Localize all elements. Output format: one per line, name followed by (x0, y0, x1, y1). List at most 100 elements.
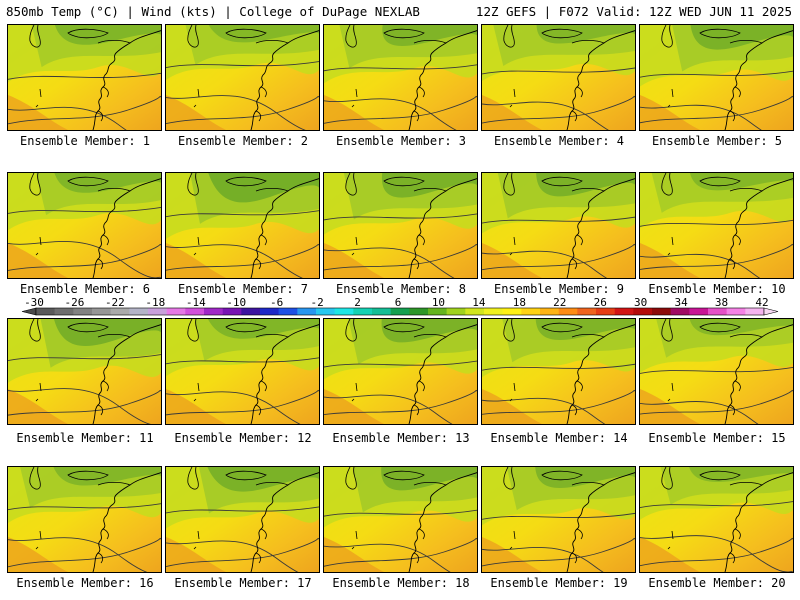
temperature-map (640, 173, 793, 278)
temperature-map (166, 467, 319, 572)
ensemble-member-label: Ensemble Member: 4 (493, 134, 625, 148)
colorbar-tick-label: -10 (226, 298, 246, 309)
ensemble-panel-map (323, 318, 478, 425)
ensemble-panel-map (165, 24, 320, 131)
ensemble-member-label: Ensemble Member: 8 (335, 282, 467, 296)
ensemble-panel-map (323, 466, 478, 573)
colorbar-tick-label: 18 (513, 298, 526, 309)
colorbar-swatch (745, 308, 765, 315)
colorbar-tick-label: -22 (105, 298, 125, 309)
colorbar-tick-label: 6 (395, 298, 402, 309)
temperature-map (166, 25, 319, 130)
colorbar-swatch (502, 308, 522, 315)
colorbar-tick-label: 38 (715, 298, 728, 309)
colorbar-swatch (521, 308, 541, 315)
colorbar-swatch (129, 308, 149, 315)
ensemble-panel-map (639, 172, 794, 279)
colorbar-swatch (372, 308, 391, 315)
ensemble-panel-map (7, 466, 162, 573)
temperature-map (8, 173, 161, 278)
ensemble-member-label: Ensemble Member: 17 (174, 576, 312, 590)
colorbar-swatch (73, 308, 93, 315)
colorbar-swatch (390, 308, 410, 315)
colorbar-swatch (558, 308, 578, 315)
map-title: 850mb Temp (°C) | Wind (kts) | College o… (6, 4, 420, 19)
temperature-map (482, 319, 635, 424)
colorbar-swatch (92, 308, 111, 315)
ensemble-member-label: Ensemble Member: 20 (648, 576, 786, 590)
ensemble-panel-map (481, 24, 636, 131)
ensemble-member-label: Ensemble Member: 15 (648, 431, 786, 445)
colorbar-swatch (222, 308, 242, 315)
colorbar-arrow-left (21, 307, 37, 316)
colorbar-swatch (428, 308, 447, 315)
colorbar-swatch (484, 308, 503, 315)
temperature-map (8, 319, 161, 424)
colorbar-tick-label: 10 (432, 298, 445, 309)
colorbar-swatch (334, 308, 354, 315)
colorbar-swatch (241, 308, 261, 315)
temperature-map (324, 319, 477, 424)
ensemble-member-label: Ensemble Member: 10 (648, 282, 786, 296)
model-valid-time: 12Z GEFS | F072 Valid: 12Z WED JUN 11 20… (475, 4, 792, 19)
temperature-map (482, 173, 635, 278)
temperature-map (482, 25, 635, 130)
ensemble-panel-map (7, 172, 162, 279)
ensemble-panel-map (639, 24, 794, 131)
ensemble-panel-map (165, 466, 320, 573)
colorbar-swatch (652, 308, 671, 315)
ensemble-member-label: Ensemble Member: 14 (490, 431, 628, 445)
colorbar-swatch (166, 308, 186, 315)
ensemble-panel-map (165, 318, 320, 425)
ensemble-panel-map (639, 466, 794, 573)
colorbar-swatch (614, 308, 634, 315)
ensemble-panel-map (7, 24, 162, 131)
colorbar-arrow-right (763, 307, 779, 316)
ensemble-member-label: Ensemble Member: 18 (332, 576, 470, 590)
colorbar-swatch (260, 308, 279, 315)
colorbar-swatch (353, 308, 373, 315)
colorbar-swatch (689, 308, 709, 315)
colorbar-tick-label: 26 (594, 298, 607, 309)
ensemble-member-label: Ensemble Member: 5 (651, 134, 783, 148)
colorbar-tick-label: 34 (674, 298, 688, 309)
colorbar-swatch (577, 308, 597, 315)
colorbar-tick-label: 30 (634, 298, 647, 309)
colorbar-swatch (54, 308, 74, 315)
colorbar-tick-label: 14 (472, 298, 486, 309)
colorbar-swatch (36, 308, 55, 315)
colorbar-swatch (316, 308, 335, 315)
colorbar-tick-label: -6 (270, 298, 283, 309)
colorbar-tick-label: -26 (65, 298, 85, 309)
temperature-map (324, 173, 477, 278)
ensemble-member-label: Ensemble Member: 9 (493, 282, 625, 296)
temperature-colorbar: -30 -26 -22 -18 -14 -10 -6 -2 2 6 10 14 18 22 26 30 34 38… (21, 298, 779, 316)
colorbar-swatch (297, 308, 317, 315)
colorbar-swatch (278, 308, 298, 315)
colorbar-swatch (185, 308, 205, 315)
colorbar-swatch (465, 308, 485, 315)
ensemble-panel-map (481, 466, 636, 573)
colorbar-swatch (708, 308, 727, 315)
colorbar-tick-label: -2 (310, 298, 323, 309)
ensemble-member-label: Ensemble Member: 3 (335, 134, 467, 148)
temperature-map (640, 25, 793, 130)
colorbar-swatch (670, 308, 690, 315)
ensemble-member-label: Ensemble Member: 11 (16, 431, 154, 445)
ensemble-member-label: Ensemble Member: 2 (177, 134, 309, 148)
ensemble-panel-map (165, 172, 320, 279)
temperature-map (8, 25, 161, 130)
temperature-map (640, 319, 793, 424)
temperature-map (324, 467, 477, 572)
colorbar-swatch (110, 308, 130, 315)
ensemble-panel-map (639, 318, 794, 425)
colorbar-swatch (446, 308, 466, 315)
colorbar-swatch (726, 308, 746, 315)
temperature-map (166, 319, 319, 424)
colorbar-swatch (148, 308, 167, 315)
colorbar-swatch (409, 308, 429, 315)
temperature-map (482, 467, 635, 572)
colorbar-swatch (596, 308, 615, 315)
colorbar-tick-label: 42 (755, 298, 768, 309)
colorbar-tick-label: 2 (354, 298, 361, 309)
